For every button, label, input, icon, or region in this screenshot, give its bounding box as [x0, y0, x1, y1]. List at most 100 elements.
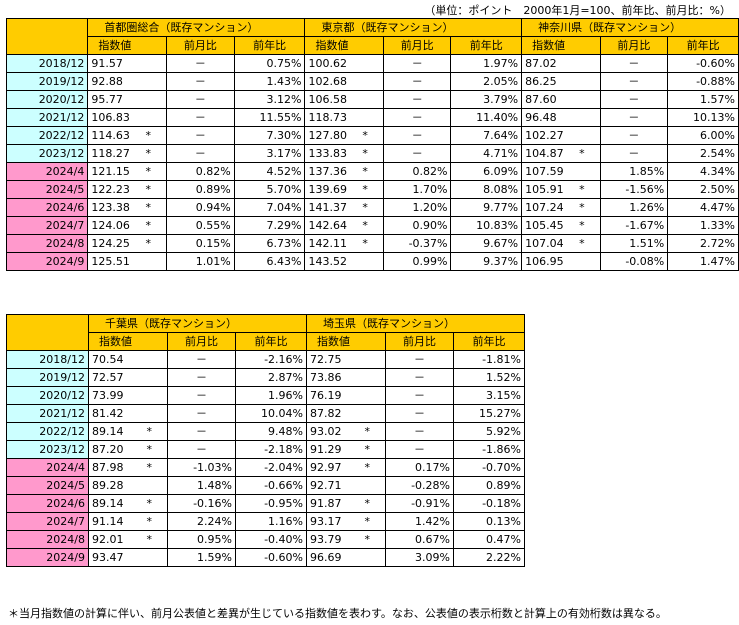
index-value: 91.14 [92, 515, 124, 528]
mom-change-cell: － [167, 350, 236, 369]
revision-mark: * [579, 147, 585, 160]
column-header: 前年比 [667, 36, 739, 55]
yoy-change-cell: -0.66% [235, 476, 307, 495]
yoy-change-cell: 6.09% [450, 162, 523, 181]
index-value-cell: 124.25 * [87, 234, 168, 253]
index-value-cell: 107.04 * [521, 234, 601, 253]
index-value: 91.57 [91, 57, 123, 70]
column-header: 前月比 [167, 332, 236, 351]
yoy-change-cell: 9.37% [450, 252, 523, 271]
mom-change-cell: － [385, 440, 454, 459]
mom-change-cell: 1.20% [382, 198, 452, 217]
revision-mark: * [362, 183, 368, 196]
revision-mark: * [362, 147, 368, 160]
table-row: 2024/4 87.98 * -1.03% -2.04% 92.97 * 0.17% -0.70… [6, 458, 525, 477]
yoy-change-cell: -1.86% [453, 440, 525, 459]
index-value-cell: 106.58 [304, 90, 384, 109]
index-value-cell: 92.97 * [306, 458, 386, 477]
index-value: 93.47 [92, 551, 124, 564]
index-value-cell: 76.19 [306, 386, 386, 405]
index-value-cell: 105.45 * [521, 216, 601, 235]
date-cell: 2024/8 [6, 530, 89, 549]
index-value: 124.25 [91, 237, 130, 250]
yoy-change-cell: 6.43% [233, 252, 306, 271]
index-value: 73.99 [92, 389, 124, 402]
index-value-cell: 121.15 * [87, 162, 168, 181]
column-header: 前月比 [166, 36, 235, 55]
column-header: 指数値 [88, 332, 168, 351]
index-value: 123.38 [91, 201, 130, 214]
table-row: 2022/12 89.14 * － 9.48% 93.02 * － 5.92% [6, 422, 525, 441]
revision-mark: * [146, 443, 153, 456]
index-value: 124.06 [91, 219, 130, 232]
mom-change-cell: 0.90% [382, 216, 452, 235]
yoy-change-cell: 1.47% [667, 252, 739, 271]
mom-change-cell: -1.67% [599, 216, 669, 235]
date-cell: 2024/8 [5, 234, 89, 253]
table-row: 2023/12 118.27 * － 3.17% 133.83 * － 4.71% 104.87 *… [5, 144, 739, 163]
index-value-cell: 86.25 [521, 72, 601, 91]
date-cell: 2022/12 [5, 126, 89, 145]
mom-change-cell: -0.08% [599, 252, 669, 271]
date-cell: 2024/7 [6, 512, 89, 531]
mom-change-cell: 1.70% [382, 180, 452, 199]
yoy-change-cell: 9.77% [450, 198, 523, 217]
index-value-cell: 73.99 [88, 386, 168, 405]
index-value: 93.79 [310, 533, 342, 546]
index-value-cell: 91.29 * [306, 440, 386, 459]
yoy-change-cell: 4.34% [667, 162, 739, 181]
table-row: 2024/5 122.23 * 0.89% 5.70% 139.69 * 1.70% 8.08%… [5, 180, 739, 199]
index-value: 86.25 [525, 75, 557, 88]
index-value: 87.20 [92, 443, 124, 456]
index-value: 105.91 [525, 183, 564, 196]
index-value: 118.73 [308, 111, 347, 124]
mom-change-cell: 0.99% [382, 252, 452, 271]
yoy-change-cell: -0.95% [235, 494, 307, 513]
index-value-cell: 102.27 [521, 126, 601, 145]
index-value: 106.95 [525, 255, 564, 268]
mom-change-cell: － [382, 90, 452, 109]
index-value: 114.63 [91, 129, 130, 142]
index-value-cell: 87.02 [521, 54, 601, 73]
yoy-change-cell: 1.43% [233, 72, 306, 91]
mom-change-cell: 0.89% [166, 180, 235, 199]
index-value: 127.80 [308, 129, 347, 142]
yoy-change-cell: -0.18% [453, 494, 525, 513]
index-value: 104.87 [525, 147, 564, 160]
mom-change-cell: -0.91% [385, 494, 454, 513]
index-value-cell: 123.38 * [87, 198, 168, 217]
table-row: 2024/9 93.47 1.59% -0.60% 96.69 3.09% 2.22% [6, 548, 525, 567]
index-value-cell: 118.73 [304, 108, 384, 127]
index-value-cell: 89.14 * [88, 494, 168, 513]
table-row: 2024/9 125.51 1.01% 6.43% 143.52 0.99% 9.37% 10… [5, 252, 739, 271]
mom-change-cell: 1.42% [385, 512, 454, 531]
group-header: 神奈川県（既存マンション） [521, 18, 739, 37]
mom-change-cell: － [382, 144, 452, 163]
index-value-cell: 133.83 * [304, 144, 384, 163]
index-value-cell: 89.14 * [88, 422, 168, 441]
yoy-change-cell: 10.04% [235, 404, 307, 423]
yoy-change-cell: 3.15% [453, 386, 525, 405]
header-row-columns: 指数値 前月比 前年比 指数値 前月比 前年比 [7, 332, 525, 351]
revision-mark: * [362, 219, 368, 232]
yoy-change-cell: 10.83% [450, 216, 523, 235]
index-value: 92.88 [91, 75, 123, 88]
mom-change-cell: － [166, 126, 235, 145]
index-value: 133.83 [308, 147, 347, 160]
date-cell: 2024/7 [5, 216, 89, 235]
index-value: 96.69 [310, 551, 342, 564]
index-value: 92.97 [310, 461, 342, 474]
table-row: 2022/12 114.63 * － 7.30% 127.80 * － 7.64% 102.27 －… [5, 126, 739, 145]
table-row: 2019/12 92.88 － 1.43% 102.68 － 2.05% 86.25 － -0.8… [5, 72, 739, 91]
column-header: 前月比 [385, 332, 454, 351]
revision-mark: * [364, 515, 371, 528]
yoy-change-cell: 7.29% [233, 216, 306, 235]
revision-mark: * [364, 497, 371, 510]
index-value: 105.45 [525, 219, 564, 232]
index-value: 89.14 [92, 497, 124, 510]
mom-change-cell: -1.03% [167, 458, 236, 477]
index-value-cell: 127.80 * [304, 126, 384, 145]
index-value-cell: 122.23 * [87, 180, 168, 199]
index-value: 81.42 [92, 407, 124, 420]
index-value: 121.15 [91, 165, 130, 178]
